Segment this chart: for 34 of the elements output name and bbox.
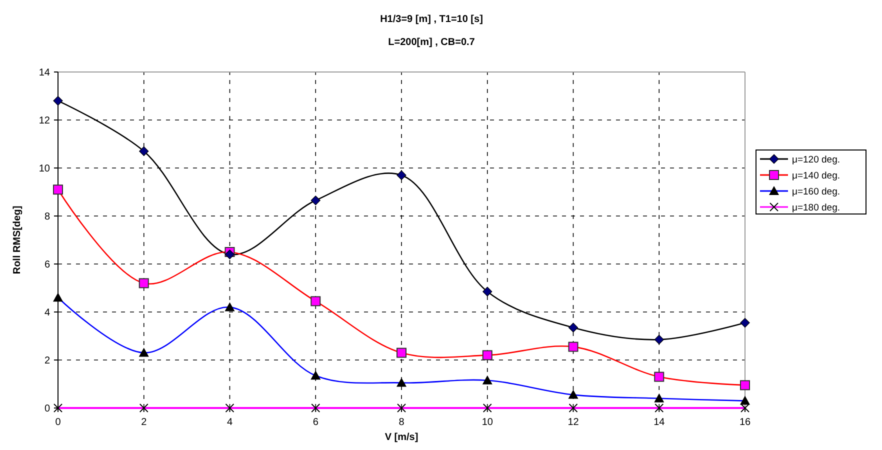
point (568, 322, 578, 332)
x-tick-label: 2 (141, 417, 148, 428)
x-tick-label: 16 (739, 417, 751, 428)
x-tick-label: 8 (398, 417, 405, 428)
y-tick-label: 12 (38, 116, 50, 126)
y-tick-label: 2 (44, 356, 50, 366)
x-tick-label: 12 (568, 417, 580, 428)
point (224, 250, 235, 260)
chart-subtitle: L=200[m] , CB=0.7 (388, 37, 476, 48)
point (139, 146, 149, 156)
y-tick-label: 10 (38, 164, 50, 174)
point (53, 96, 63, 106)
point (482, 286, 492, 296)
y-tick-label: 0 (44, 404, 50, 414)
y-tick-label: 4 (44, 308, 50, 318)
legend-label: μ=160 deg. (792, 186, 840, 198)
legend-label: μ=180 deg. (792, 202, 840, 214)
point (396, 170, 406, 180)
y-tick-label: 6 (44, 260, 50, 270)
y-axis-title: Roll RMS[deg] (12, 206, 23, 274)
point (740, 318, 750, 328)
chart-title: H1/3=9 [m] , T1=10 [s] (380, 14, 483, 25)
y-tick-label: 8 (44, 212, 50, 222)
x-tick-label: 6 (312, 417, 319, 428)
legend-label: μ=140 deg. (792, 170, 840, 182)
point (654, 334, 664, 344)
legend-label: μ=120 deg. (792, 154, 840, 166)
x-axis-title: V [m/s] (384, 432, 418, 443)
x-tick-label: 0 (55, 417, 62, 428)
y-tick-label: 14 (38, 68, 50, 78)
x-tick-label: 10 (482, 417, 494, 428)
point (310, 196, 320, 206)
x-tick-label: 4 (226, 417, 233, 428)
x-tick-label: 14 (654, 417, 666, 428)
